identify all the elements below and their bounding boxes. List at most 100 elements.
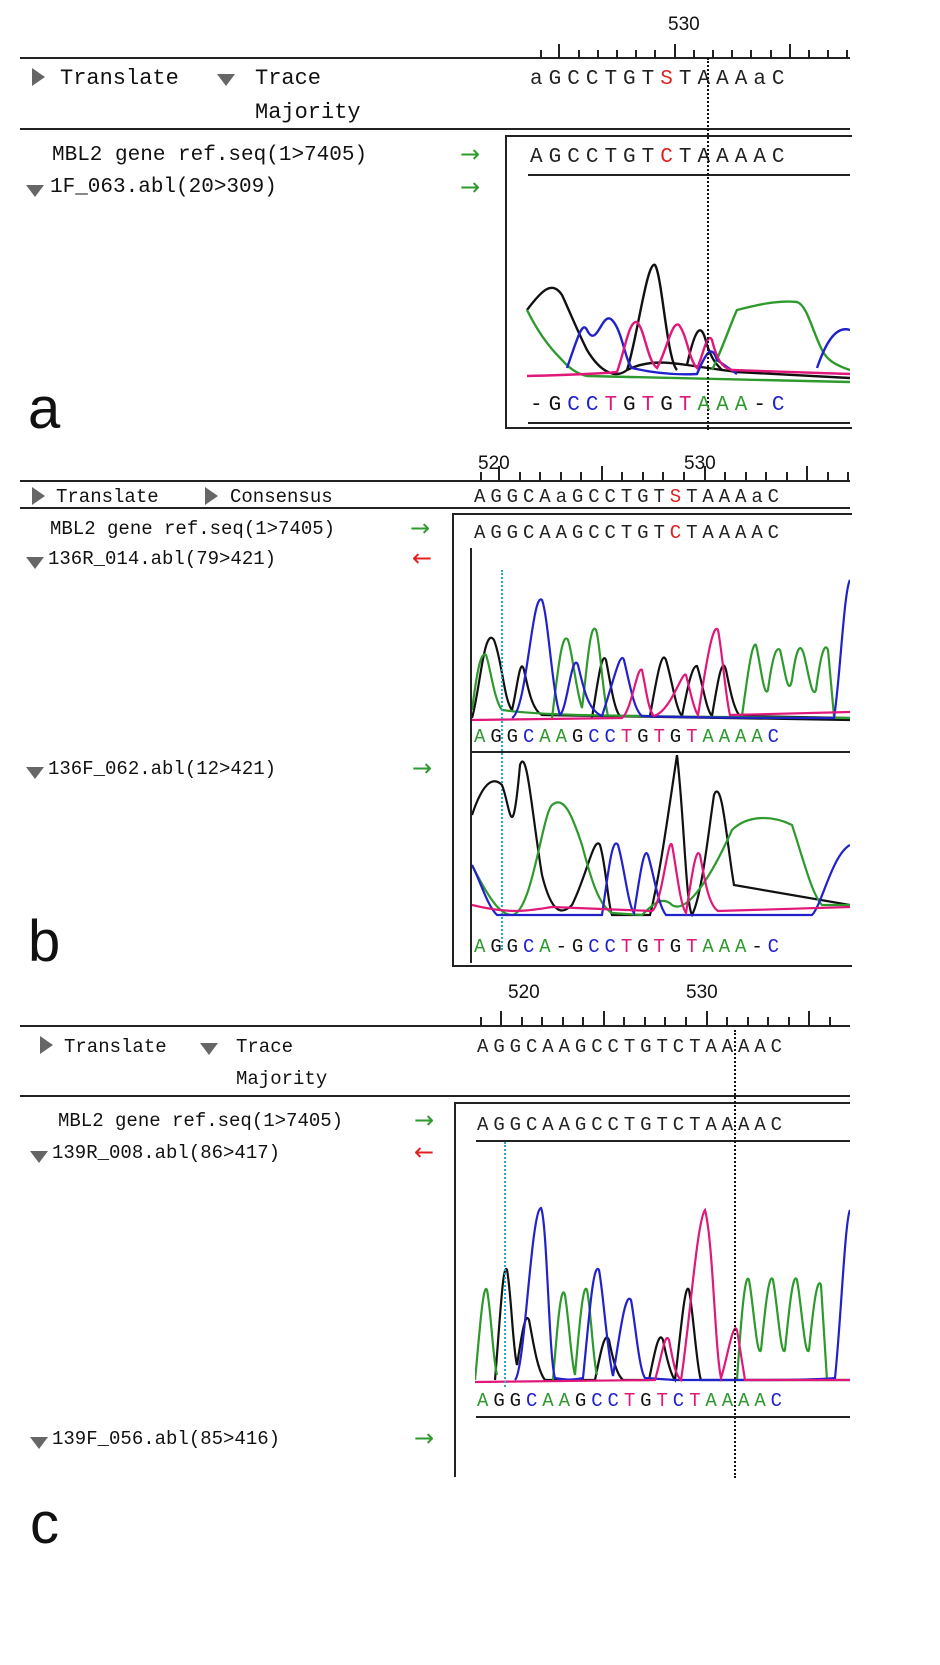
consensus-menu[interactable]: Consensus	[230, 486, 333, 508]
trace-menu[interactable]: Trace	[236, 1036, 294, 1058]
base: A	[735, 726, 752, 748]
base: T	[620, 726, 638, 748]
base: C	[567, 68, 586, 91]
base: C	[771, 68, 791, 91]
base: T	[623, 1390, 641, 1412]
base: A	[734, 146, 754, 169]
read-label[interactable]: 136F_062.abl(12>421)	[48, 758, 277, 780]
base: C	[770, 1390, 787, 1412]
base: C	[771, 146, 791, 169]
base: C	[591, 1036, 608, 1058]
read-collapse-icon[interactable]	[26, 767, 44, 779]
base: T	[678, 394, 698, 417]
read-sequence: AGGCA-GCCTGTGTAAA-C	[474, 936, 784, 958]
base: A	[716, 394, 735, 417]
base: C	[522, 726, 540, 748]
trace-collapse-icon[interactable]	[217, 74, 235, 86]
base: C	[588, 486, 605, 508]
read-collapse-icon[interactable]	[26, 557, 44, 569]
base: A	[738, 1390, 755, 1412]
trace-menu[interactable]: Trace	[255, 66, 322, 91]
read-label[interactable]: 1F_063.abl(20>309)	[50, 176, 277, 199]
read-sequence: AGGCAAGCCTGTGTAAAAC	[474, 726, 784, 748]
base: C	[672, 1114, 690, 1136]
base: A	[474, 486, 491, 508]
base: -	[530, 394, 549, 417]
chromatogram	[472, 579, 850, 722]
base: G	[506, 522, 523, 544]
base: T	[686, 726, 703, 748]
reverse-arrow-icon: ←	[414, 1138, 435, 1166]
base: G	[490, 936, 507, 958]
read-label[interactable]: 136R_014.abl(79>421)	[48, 548, 277, 570]
consensus-expand-icon[interactable]	[205, 487, 218, 505]
base: C	[522, 486, 540, 508]
trace-collapse-icon[interactable]	[200, 1043, 218, 1055]
base: G	[490, 726, 507, 748]
read-collapse-icon[interactable]	[30, 1437, 48, 1449]
base: C	[767, 522, 784, 544]
base: G	[493, 1114, 510, 1136]
base: A	[539, 522, 556, 544]
base: G	[548, 68, 568, 91]
base: A	[716, 146, 735, 169]
base: C	[771, 394, 791, 417]
base: A	[753, 146, 772, 169]
base: A	[542, 1036, 559, 1058]
base: G	[623, 394, 642, 417]
base: G	[493, 1390, 510, 1412]
translate-expand-icon[interactable]	[32, 68, 45, 86]
base: C	[607, 1036, 624, 1058]
majority-menu[interactable]: Majority	[236, 1068, 328, 1090]
read-collapse-icon[interactable]	[30, 1151, 48, 1163]
panel-b: 520 530 Translate Consensus AGGCAaGCCTGT…	[0, 453, 940, 1050]
read-collapse-icon[interactable]	[26, 185, 44, 197]
translate-expand-icon[interactable]	[32, 487, 45, 505]
translate-menu[interactable]: Translate	[56, 486, 159, 508]
base: A	[734, 394, 754, 417]
base: A	[530, 146, 549, 169]
read-label[interactable]: 139F_056.abl(85>416)	[52, 1428, 281, 1450]
base: C	[567, 146, 586, 169]
ruler-label: 520	[508, 982, 540, 1003]
base: T	[604, 68, 624, 91]
base: C	[588, 936, 605, 958]
base: C	[669, 522, 687, 544]
base: G	[506, 936, 523, 958]
base: A	[754, 1390, 771, 1412]
base: A	[721, 1114, 738, 1136]
panel-letter: c	[30, 1491, 59, 1556]
base: C	[588, 726, 605, 748]
base: T	[623, 1036, 641, 1058]
header-sequence: AGGCAaGCCTGTSTAAAaC	[474, 486, 784, 508]
base: C	[522, 522, 540, 544]
base: A	[474, 726, 491, 748]
base: C	[672, 1390, 690, 1412]
forward-arrow-icon: →	[460, 173, 481, 201]
majority-menu[interactable]: Majority	[255, 100, 361, 125]
base: G	[490, 522, 507, 544]
base: G	[574, 1036, 592, 1058]
translate-expand-icon[interactable]	[40, 1036, 53, 1054]
base: G	[574, 1114, 592, 1136]
base: C	[604, 726, 621, 748]
reference-label: MBL2 gene ref.seq(1>7405)	[52, 144, 368, 167]
read-label[interactable]: 139R_008.abl(86>417)	[52, 1142, 281, 1164]
base: a	[753, 68, 772, 91]
base: T	[620, 486, 638, 508]
translate-menu[interactable]: Translate	[64, 1036, 167, 1058]
base: T	[656, 1390, 673, 1412]
base: C	[591, 1114, 608, 1136]
chromatogram	[525, 263, 850, 384]
base: G	[640, 1036, 657, 1058]
base: A	[558, 1036, 575, 1058]
panel-letter: a	[28, 376, 61, 441]
base: A	[474, 522, 491, 544]
base: G	[637, 726, 654, 748]
base: a	[555, 486, 572, 508]
base: T	[678, 146, 698, 169]
base: C	[672, 1036, 690, 1058]
base: T	[686, 936, 703, 958]
base: A	[702, 726, 719, 748]
translate-menu[interactable]: Translate	[60, 66, 179, 91]
